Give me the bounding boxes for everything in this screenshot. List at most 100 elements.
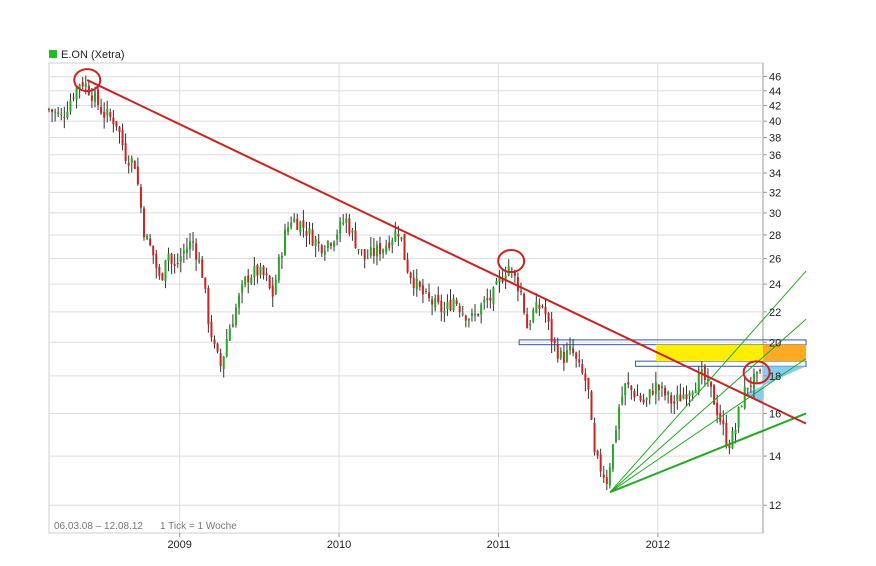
candle-body (636, 394, 639, 396)
candle-body (608, 467, 611, 486)
candle-body (345, 218, 348, 224)
candle-body (449, 300, 452, 310)
candle-body (572, 348, 575, 353)
y-tick-label: 32 (769, 187, 781, 199)
candle-body (615, 430, 618, 442)
legend-swatch (49, 50, 57, 58)
price-zone (763, 344, 807, 362)
candle-body (544, 306, 547, 315)
candle-body (158, 266, 161, 276)
candle-body (431, 299, 434, 305)
candle-body (305, 231, 308, 236)
y-tick-label: 12 (769, 500, 781, 512)
candle-body (621, 396, 624, 405)
candle-body (234, 307, 237, 326)
candle-body (354, 230, 357, 249)
target-wedge (744, 366, 807, 404)
candle-body (535, 302, 538, 313)
candle-body (274, 279, 277, 295)
candle-body (201, 259, 204, 278)
candle-body (351, 230, 354, 233)
candle-body (247, 275, 250, 283)
candle-body (618, 407, 621, 429)
candle-body (654, 382, 657, 395)
y-tick-label: 20 (769, 337, 781, 349)
candle-body (241, 284, 244, 293)
candle-body (81, 82, 84, 87)
candle-body (382, 249, 385, 254)
candle-body (611, 444, 614, 470)
candle-body (228, 328, 231, 341)
candle-body (755, 371, 758, 374)
candle-body (216, 343, 219, 352)
candle-body (421, 285, 424, 295)
candle-body (225, 338, 228, 357)
candle-body (728, 445, 731, 449)
candle-body (277, 256, 280, 281)
candle-body (664, 387, 667, 396)
candle-body (333, 241, 336, 247)
candle-body (287, 227, 290, 232)
candle-body (388, 242, 391, 248)
candle-body (415, 278, 418, 290)
candle-body (262, 266, 265, 276)
candle-body (749, 385, 752, 387)
candle-body (302, 220, 305, 228)
y-tick-label: 36 (769, 150, 781, 162)
candle-body (424, 290, 427, 292)
candle-body (323, 250, 326, 255)
candle-body (651, 390, 654, 395)
candle-body (599, 454, 602, 472)
y-tick-label: 14 (769, 451, 781, 463)
candle-body (283, 229, 286, 256)
candle-body (372, 247, 375, 256)
candle-body (737, 407, 740, 428)
candle-body (513, 271, 516, 276)
y-tick-label: 16 (769, 408, 781, 420)
fan-line (609, 318, 807, 493)
candle-body (538, 304, 541, 309)
candle-body (700, 368, 703, 375)
candle-body (299, 221, 302, 233)
candle-body (342, 222, 345, 224)
candle-body (716, 402, 719, 416)
candle-body (725, 422, 728, 447)
candle-body (63, 117, 66, 119)
candle-body (578, 359, 581, 363)
candle-body (645, 398, 648, 400)
legend: E.ON (Xetra) (49, 49, 125, 61)
candle-body (250, 277, 253, 284)
candle-body (710, 381, 713, 387)
candle-body (486, 298, 489, 301)
candle-body (706, 378, 709, 381)
candle-body (624, 383, 627, 396)
y-tick-label: 40 (769, 116, 781, 128)
candle-body (112, 117, 115, 125)
candle-body (470, 313, 473, 316)
candle-body (219, 353, 222, 367)
candle-body (109, 112, 112, 117)
candle-body (170, 254, 173, 265)
candle-body (290, 222, 293, 228)
candle-body (238, 295, 241, 308)
candle-body (461, 313, 464, 315)
candle-body (97, 89, 100, 106)
candle-body (167, 253, 170, 262)
candle-body (308, 228, 311, 235)
candle-body (176, 262, 179, 264)
candle-body (391, 240, 394, 246)
candle-body (685, 394, 688, 400)
candle-body (694, 390, 697, 394)
candle-body (320, 245, 323, 254)
candle-body (412, 277, 415, 288)
candle-body (222, 356, 225, 370)
candle-body (562, 351, 565, 363)
candle-body (504, 275, 507, 280)
y-tick-label: 18 (769, 371, 781, 383)
candle-body (676, 394, 679, 402)
candle-body (443, 310, 446, 314)
candle-body (697, 373, 700, 394)
candle-body (529, 323, 532, 326)
candle-body (146, 235, 149, 240)
